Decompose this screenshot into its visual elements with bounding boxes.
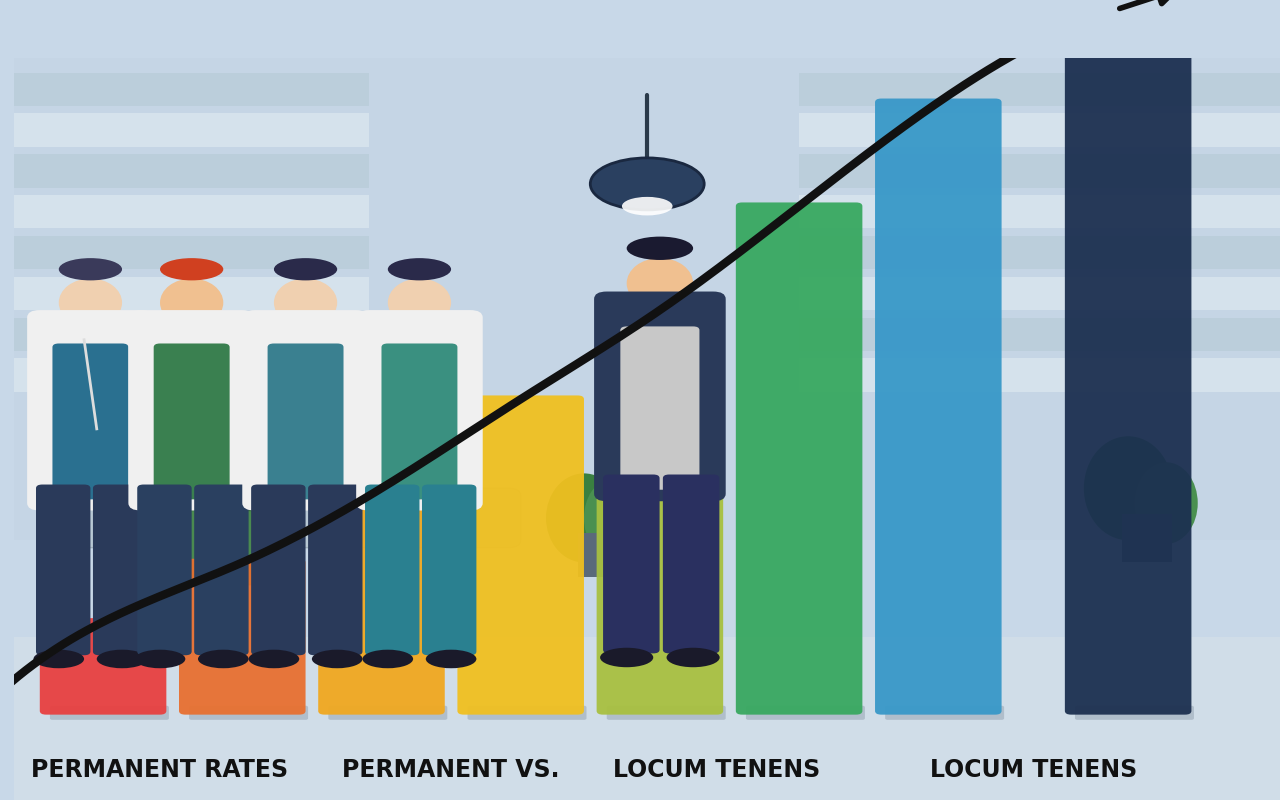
FancyBboxPatch shape xyxy=(14,637,1280,800)
FancyBboxPatch shape xyxy=(422,485,476,655)
Ellipse shape xyxy=(198,650,248,668)
Text: LOCUM TENENS: LOCUM TENENS xyxy=(613,758,820,782)
Ellipse shape xyxy=(1084,436,1172,540)
FancyBboxPatch shape xyxy=(799,73,1280,106)
FancyBboxPatch shape xyxy=(52,488,521,548)
FancyBboxPatch shape xyxy=(14,73,369,106)
FancyBboxPatch shape xyxy=(14,277,369,310)
FancyBboxPatch shape xyxy=(799,195,1280,229)
FancyBboxPatch shape xyxy=(799,114,1280,146)
FancyBboxPatch shape xyxy=(607,706,726,720)
FancyBboxPatch shape xyxy=(27,310,154,510)
Ellipse shape xyxy=(134,650,186,668)
FancyBboxPatch shape xyxy=(14,195,369,229)
FancyBboxPatch shape xyxy=(603,474,659,654)
FancyBboxPatch shape xyxy=(14,114,369,146)
FancyBboxPatch shape xyxy=(189,706,308,720)
Ellipse shape xyxy=(274,278,337,326)
Ellipse shape xyxy=(97,650,147,668)
Ellipse shape xyxy=(1134,462,1198,544)
FancyBboxPatch shape xyxy=(50,706,169,720)
FancyBboxPatch shape xyxy=(242,310,369,510)
FancyBboxPatch shape xyxy=(36,485,91,655)
FancyBboxPatch shape xyxy=(154,343,229,499)
Ellipse shape xyxy=(627,237,692,260)
FancyBboxPatch shape xyxy=(799,154,1280,188)
Ellipse shape xyxy=(33,650,84,668)
Ellipse shape xyxy=(59,278,122,326)
Ellipse shape xyxy=(388,278,451,326)
Text: PERMANENT RATES: PERMANENT RATES xyxy=(32,758,288,782)
FancyBboxPatch shape xyxy=(128,310,255,510)
Ellipse shape xyxy=(248,650,300,668)
Ellipse shape xyxy=(627,258,692,309)
FancyBboxPatch shape xyxy=(365,485,420,655)
FancyBboxPatch shape xyxy=(1121,514,1172,562)
FancyBboxPatch shape xyxy=(457,395,584,714)
FancyBboxPatch shape xyxy=(179,558,306,714)
Ellipse shape xyxy=(584,481,635,555)
FancyBboxPatch shape xyxy=(319,485,444,714)
FancyBboxPatch shape xyxy=(93,485,147,655)
Text: LOCUM TENENS: LOCUM TENENS xyxy=(929,758,1137,782)
FancyBboxPatch shape xyxy=(14,236,369,270)
FancyBboxPatch shape xyxy=(736,202,863,714)
FancyBboxPatch shape xyxy=(329,706,447,720)
FancyBboxPatch shape xyxy=(467,706,586,720)
FancyBboxPatch shape xyxy=(799,358,1280,392)
Ellipse shape xyxy=(312,650,362,668)
Ellipse shape xyxy=(160,258,223,280)
FancyBboxPatch shape xyxy=(1075,706,1194,720)
FancyBboxPatch shape xyxy=(251,485,306,655)
FancyBboxPatch shape xyxy=(886,706,1004,720)
FancyBboxPatch shape xyxy=(356,310,483,510)
FancyBboxPatch shape xyxy=(381,343,457,499)
FancyBboxPatch shape xyxy=(1065,2,1192,714)
FancyBboxPatch shape xyxy=(14,58,1280,540)
FancyBboxPatch shape xyxy=(308,485,362,655)
FancyBboxPatch shape xyxy=(14,358,369,392)
Ellipse shape xyxy=(59,258,122,280)
Ellipse shape xyxy=(667,648,719,667)
Ellipse shape xyxy=(547,474,622,562)
FancyBboxPatch shape xyxy=(166,510,280,585)
Ellipse shape xyxy=(160,278,223,326)
FancyBboxPatch shape xyxy=(137,485,192,655)
Ellipse shape xyxy=(426,650,476,668)
FancyBboxPatch shape xyxy=(195,485,248,655)
FancyBboxPatch shape xyxy=(14,318,369,351)
Text: PERMANENT VS.: PERMANENT VS. xyxy=(342,758,559,782)
FancyBboxPatch shape xyxy=(799,318,1280,351)
FancyBboxPatch shape xyxy=(746,706,865,720)
FancyBboxPatch shape xyxy=(621,326,699,490)
FancyBboxPatch shape xyxy=(14,154,369,188)
FancyBboxPatch shape xyxy=(799,277,1280,310)
FancyBboxPatch shape xyxy=(268,343,343,499)
Ellipse shape xyxy=(600,648,653,667)
Ellipse shape xyxy=(274,258,337,280)
FancyBboxPatch shape xyxy=(596,306,723,714)
FancyBboxPatch shape xyxy=(876,98,1001,714)
FancyBboxPatch shape xyxy=(52,343,128,499)
Ellipse shape xyxy=(362,650,413,668)
FancyBboxPatch shape xyxy=(799,236,1280,270)
FancyBboxPatch shape xyxy=(40,618,166,714)
FancyBboxPatch shape xyxy=(594,291,726,502)
Ellipse shape xyxy=(590,158,704,210)
FancyBboxPatch shape xyxy=(577,533,628,578)
Ellipse shape xyxy=(622,197,672,215)
Ellipse shape xyxy=(388,258,451,280)
FancyBboxPatch shape xyxy=(663,474,719,654)
